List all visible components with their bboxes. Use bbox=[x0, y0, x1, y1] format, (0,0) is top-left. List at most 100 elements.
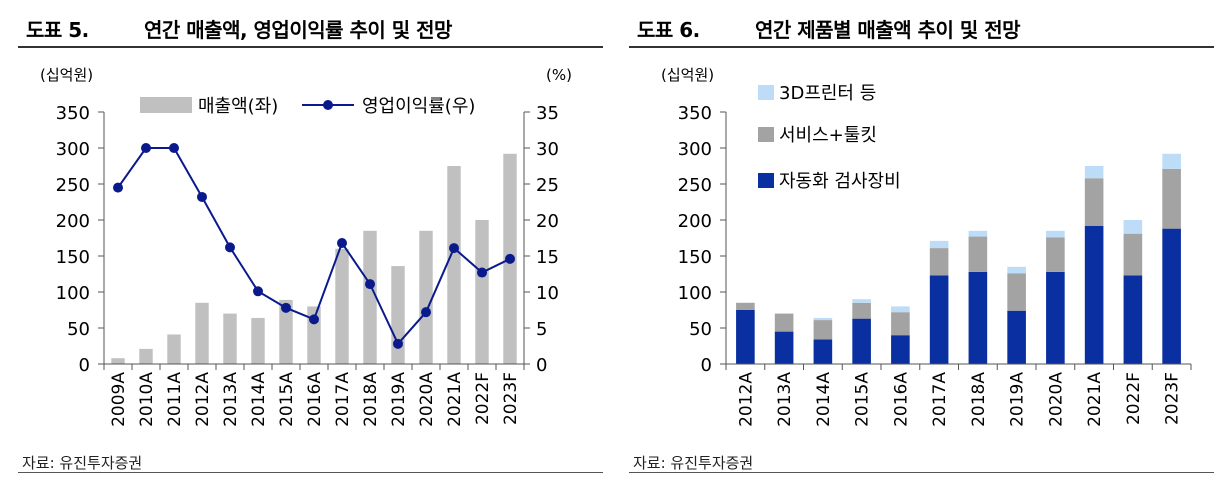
legend-printer-label: 3D프린터 등 bbox=[779, 83, 876, 104]
y-tick-label: 350 bbox=[678, 103, 712, 124]
margin-line-point bbox=[141, 143, 151, 153]
legend-revenue-label: 매출액(좌) bbox=[198, 96, 278, 117]
inspection-bar-segment bbox=[968, 271, 988, 364]
printer-bar-segment bbox=[968, 230, 988, 237]
margin-line-point bbox=[393, 338, 403, 349]
right-chart-title: 연간 제품별 매출액 추이 및 전망 bbox=[755, 18, 1021, 42]
margin-line-point bbox=[281, 302, 291, 313]
margin-line-point bbox=[421, 307, 431, 318]
x-category-label: 2012A bbox=[736, 372, 756, 427]
right-figure-label: 도표 6. bbox=[637, 18, 700, 42]
printer-bar-segment bbox=[891, 306, 910, 313]
printer-bar-segment bbox=[1007, 266, 1026, 274]
service-bar-segment bbox=[891, 312, 910, 336]
left-source-note: 자료: 유진투자증권 bbox=[22, 454, 143, 472]
left-y-tick-label: 100 bbox=[56, 283, 90, 304]
right-chart-svg: (십억원) 0 50 100 150 200 250 300 350 2012A 2013A 2014… bbox=[661, 66, 1192, 427]
x-category-label: 2020A bbox=[1046, 372, 1066, 427]
legend-revenue-swatch bbox=[140, 97, 192, 113]
left-y-tick-label: 200 bbox=[56, 211, 90, 232]
revenue-bar bbox=[223, 313, 237, 364]
x-category-label: 2021A bbox=[1085, 372, 1105, 427]
printer-bar-segment bbox=[1162, 153, 1181, 169]
revenue-bar bbox=[363, 230, 377, 364]
y-tick-label: 150 bbox=[678, 247, 712, 268]
revenue-bar bbox=[419, 230, 433, 364]
x-category-label: 2022F bbox=[473, 372, 493, 425]
service-bar-segment bbox=[1162, 168, 1181, 229]
service-bar-segment bbox=[1084, 178, 1104, 226]
revenue-bar bbox=[279, 299, 293, 364]
x-category-label: 2009A bbox=[109, 372, 129, 427]
y-tick-label: 250 bbox=[678, 175, 712, 196]
right-y-tick-label: 25 bbox=[536, 175, 559, 196]
margin-line-point bbox=[113, 182, 123, 193]
left-footer-rule bbox=[18, 472, 603, 473]
x-category-label: 2018A bbox=[969, 372, 989, 427]
inspection-bar-segment bbox=[736, 310, 755, 364]
printer-bar-segment bbox=[929, 240, 949, 249]
right-y-tick-label: 30 bbox=[536, 139, 559, 160]
x-category-label: 2021A bbox=[445, 372, 465, 427]
inspection-bar-segment bbox=[813, 339, 833, 364]
legend-printer-swatch bbox=[758, 85, 774, 100]
inspection-bar-segment bbox=[774, 331, 794, 364]
margin-line-point bbox=[337, 238, 347, 249]
service-bar-segment bbox=[813, 320, 833, 340]
margin-line-point bbox=[253, 286, 263, 297]
x-category-label: 2022F bbox=[1124, 372, 1144, 425]
margin-line-point bbox=[449, 243, 459, 254]
right-y-tick-label: 0 bbox=[536, 355, 547, 376]
left-y-tick-label: 50 bbox=[67, 319, 90, 340]
inspection-bar-segment bbox=[1162, 228, 1181, 364]
revenue-bar bbox=[139, 348, 153, 364]
legend-service-swatch bbox=[758, 127, 774, 142]
x-category-label: 2012A bbox=[193, 372, 213, 427]
margin-line-point bbox=[477, 267, 487, 278]
margin-line-point bbox=[505, 253, 515, 264]
service-bar-segment bbox=[1046, 237, 1065, 272]
left-y-tick-label: 350 bbox=[56, 103, 90, 124]
x-category-label: 2018A bbox=[361, 372, 381, 427]
legend-service-label: 서비스+툴킷 bbox=[779, 125, 877, 146]
revenue-bar bbox=[167, 334, 181, 364]
left-chart-panel: 도표 5. 연간 매출액, 영업이익률 추이 및 전망 (십억원) (%) 0 50 1… bbox=[18, 0, 603, 473]
revenue-bar bbox=[475, 220, 489, 364]
x-category-label: 2020A bbox=[417, 372, 437, 427]
x-category-label: 2017A bbox=[333, 372, 353, 427]
service-bar-segment bbox=[736, 302, 755, 310]
revenue-bar bbox=[335, 248, 349, 364]
inspection-bar-segment bbox=[852, 318, 871, 364]
x-category-label: 2016A bbox=[305, 372, 325, 427]
x-category-label: 2014A bbox=[249, 372, 269, 427]
printer-bar-segment bbox=[1084, 166, 1104, 179]
service-bar-segment bbox=[1123, 233, 1143, 276]
margin-line-point bbox=[365, 279, 375, 290]
left-y-tick-label: 300 bbox=[56, 139, 90, 160]
right-source-note: 자료: 유진투자증권 bbox=[633, 454, 754, 472]
revenue-bar bbox=[195, 302, 209, 364]
revenue-bar bbox=[111, 358, 125, 364]
right-axis-unit-label: (%) bbox=[546, 66, 572, 84]
x-category-label: 2019A bbox=[389, 372, 409, 427]
right-y-tick-label: 15 bbox=[536, 247, 559, 268]
right-footer-rule bbox=[629, 472, 1214, 473]
y-axis-unit-label: (십억원) bbox=[661, 66, 714, 84]
x-category-label: 2015A bbox=[277, 372, 297, 427]
left-chart-header: 도표 5. 연간 매출액, 영업이익률 추이 및 전망 bbox=[18, 0, 603, 48]
revenue-bar bbox=[251, 317, 265, 364]
service-bar-segment bbox=[929, 248, 949, 276]
right-y-tick-label: 5 bbox=[536, 319, 547, 340]
x-category-label: 2015A bbox=[853, 372, 873, 427]
inspection-bar-segment bbox=[929, 275, 949, 364]
right-chart-panel: 도표 6. 연간 제품별 매출액 추이 및 전망 (십억원) 0 50 100 150 2… bbox=[611, 0, 1222, 486]
y-tick-label: 300 bbox=[678, 139, 712, 160]
right-y-tick-label: 35 bbox=[536, 103, 559, 124]
legend-inspection-label: 자동화 검사장비 bbox=[779, 171, 901, 192]
margin-line-point bbox=[309, 314, 319, 325]
x-category-label: 2023F bbox=[1163, 372, 1183, 425]
inspection-bar-segment bbox=[1084, 225, 1104, 364]
service-bar-segment bbox=[852, 302, 871, 319]
right-chart-header: 도표 6. 연간 제품별 매출액 추이 및 전망 bbox=[629, 0, 1214, 48]
x-category-label: 2014A bbox=[814, 372, 834, 427]
